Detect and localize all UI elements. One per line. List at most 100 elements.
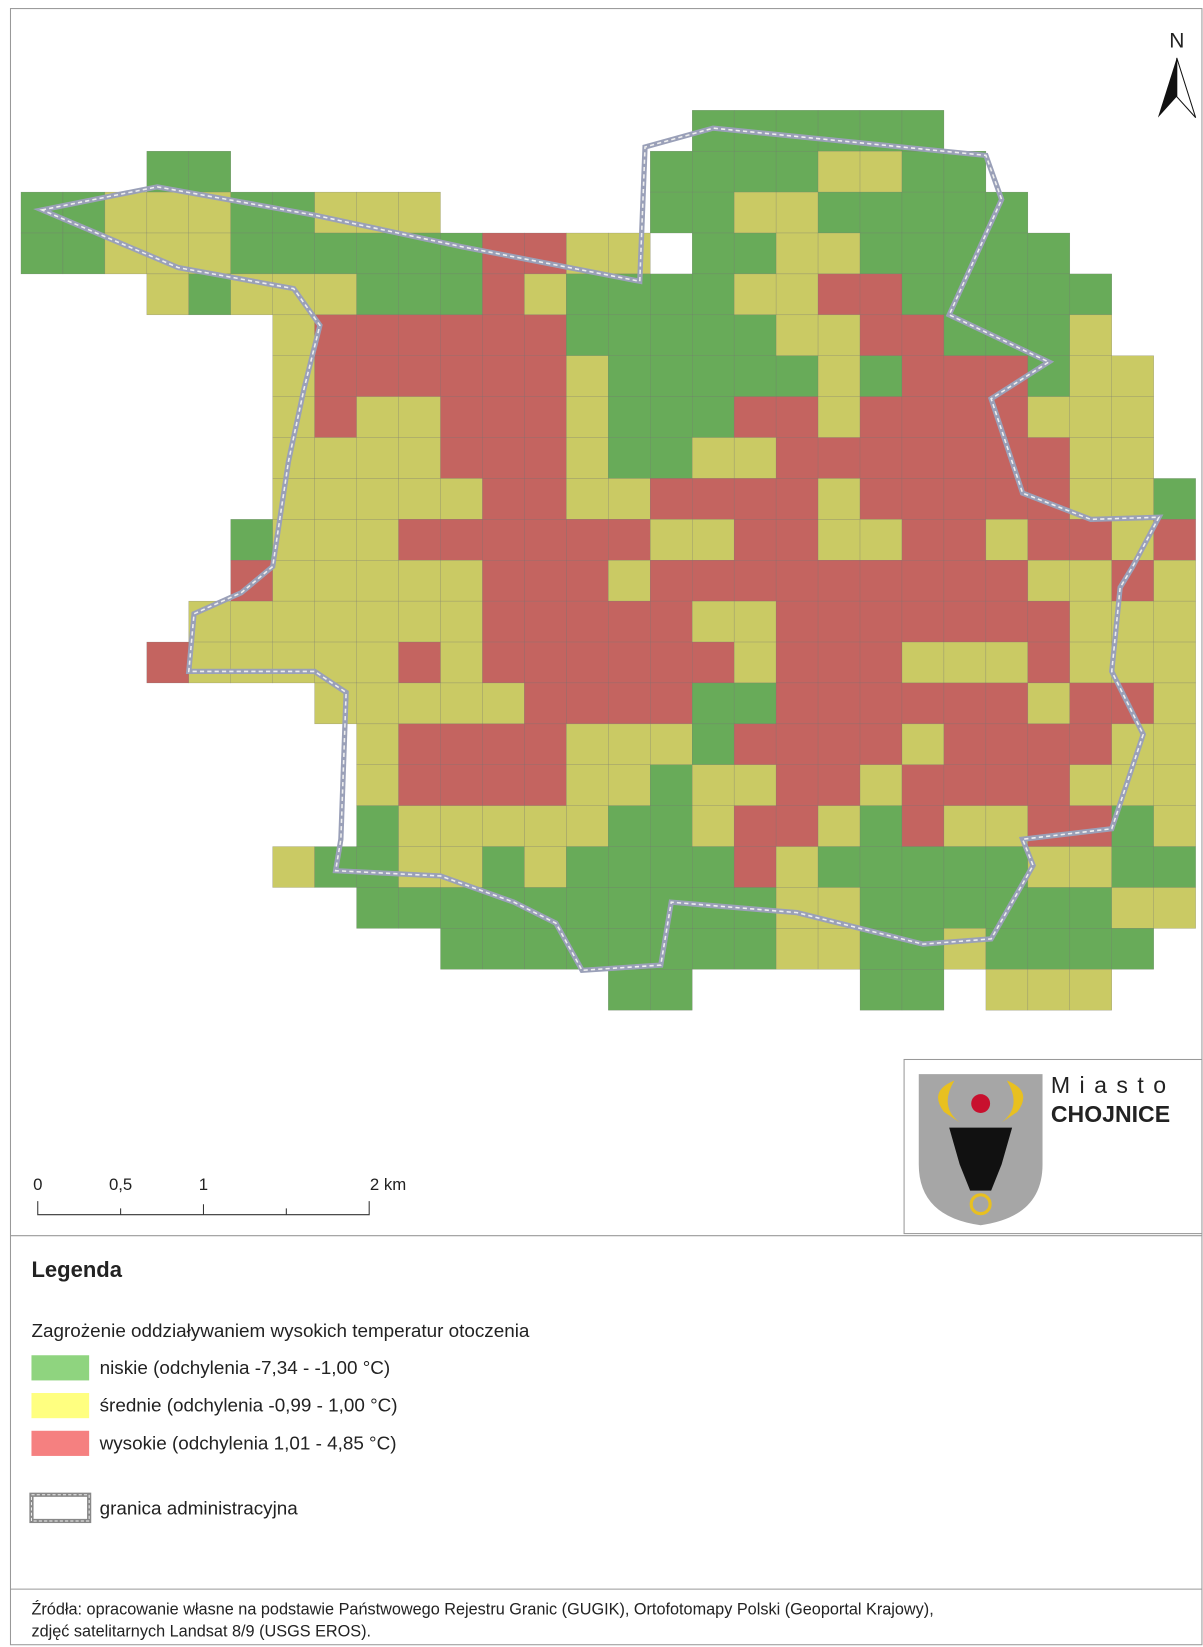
cell bbox=[1027, 232, 1071, 275]
cell bbox=[943, 150, 987, 193]
cell bbox=[650, 396, 693, 438]
cell bbox=[817, 355, 861, 397]
cell bbox=[608, 846, 651, 888]
cell bbox=[356, 764, 399, 806]
horns bbox=[938, 1080, 1024, 1123]
cell bbox=[775, 519, 819, 561]
cell bbox=[1027, 682, 1071, 725]
cell bbox=[482, 641, 525, 684]
cell bbox=[356, 355, 399, 397]
cell bbox=[859, 519, 903, 561]
cell bbox=[608, 478, 651, 520]
cell bbox=[859, 191, 903, 234]
nose-ring bbox=[969, 1193, 992, 1216]
legend-items: niskie (odchylenia -7,34 - -1,00 °C) śred… bbox=[31, 1355, 398, 1456]
cell bbox=[608, 314, 651, 356]
cell bbox=[1111, 437, 1154, 479]
cell bbox=[524, 600, 567, 643]
cell bbox=[901, 805, 945, 847]
cell bbox=[817, 232, 861, 275]
cell bbox=[1069, 928, 1112, 970]
cell bbox=[566, 723, 609, 765]
cell bbox=[1069, 846, 1112, 888]
cell bbox=[650, 641, 693, 684]
cell bbox=[1069, 805, 1112, 847]
cell bbox=[775, 355, 819, 397]
cell bbox=[733, 150, 777, 193]
cell bbox=[566, 519, 609, 561]
cell bbox=[650, 519, 693, 561]
cell bbox=[1069, 355, 1112, 397]
cell bbox=[775, 723, 819, 765]
cell bbox=[314, 519, 357, 561]
cell bbox=[901, 764, 945, 806]
cell bbox=[1027, 560, 1071, 602]
cell bbox=[608, 519, 651, 561]
cell bbox=[314, 600, 357, 643]
cell bbox=[356, 600, 399, 643]
cell bbox=[1027, 437, 1071, 479]
cell bbox=[775, 314, 819, 356]
cell bbox=[650, 150, 693, 193]
cell bbox=[901, 846, 945, 888]
rose bbox=[971, 1094, 991, 1113]
cell bbox=[62, 232, 106, 275]
cell bbox=[398, 437, 441, 479]
cell bbox=[901, 560, 945, 602]
cell bbox=[524, 314, 567, 356]
cell bbox=[775, 478, 819, 520]
cell bbox=[146, 641, 189, 684]
cell bbox=[314, 560, 357, 602]
cell bbox=[943, 396, 987, 438]
cell bbox=[398, 600, 441, 643]
cell bbox=[1069, 396, 1112, 438]
cell bbox=[566, 560, 609, 602]
cell bbox=[650, 478, 693, 520]
cell bbox=[188, 641, 231, 684]
cell bbox=[650, 682, 693, 725]
cell bbox=[524, 396, 567, 438]
cell bbox=[398, 273, 441, 316]
cell bbox=[398, 887, 441, 929]
cell bbox=[775, 682, 819, 725]
cell bbox=[943, 355, 987, 397]
cell bbox=[859, 437, 903, 479]
cell bbox=[1111, 846, 1154, 888]
cell bbox=[356, 519, 399, 561]
cell bbox=[817, 600, 861, 643]
cell bbox=[859, 682, 903, 725]
cell bbox=[146, 191, 189, 234]
cell bbox=[985, 764, 1029, 806]
cell bbox=[1069, 437, 1112, 479]
cell bbox=[817, 396, 861, 438]
cell bbox=[692, 150, 735, 193]
cell bbox=[188, 232, 231, 275]
legend-swatch bbox=[31, 1393, 90, 1419]
cell bbox=[566, 805, 609, 847]
scale-bar bbox=[37, 1201, 370, 1216]
cell bbox=[901, 232, 945, 275]
cell bbox=[817, 519, 861, 561]
cell bbox=[398, 805, 441, 847]
cell bbox=[859, 150, 903, 193]
cell bbox=[1153, 600, 1196, 643]
cell bbox=[398, 641, 441, 684]
cell bbox=[566, 314, 609, 356]
cell bbox=[733, 600, 777, 643]
cell bbox=[482, 478, 525, 520]
cell bbox=[817, 641, 861, 684]
cell bbox=[1069, 273, 1112, 316]
cell bbox=[524, 764, 567, 806]
scale-label: 0 bbox=[33, 1175, 42, 1194]
cell bbox=[733, 437, 777, 479]
cell bbox=[524, 887, 567, 929]
cell bbox=[985, 232, 1029, 275]
cell bbox=[1153, 723, 1196, 765]
north-arrow bbox=[1157, 57, 1177, 118]
cell bbox=[566, 764, 609, 806]
cell bbox=[440, 560, 483, 602]
cell bbox=[650, 805, 693, 847]
cell bbox=[901, 928, 945, 970]
cell bbox=[314, 396, 357, 438]
cell bbox=[356, 232, 399, 275]
